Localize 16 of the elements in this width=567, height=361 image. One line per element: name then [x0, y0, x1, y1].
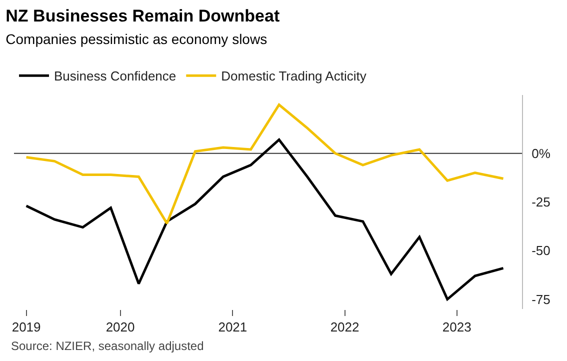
legend-label: Domestic Trading Acticity	[221, 68, 367, 84]
chart-subtitle: Companies pessimistic as economy slows	[6, 30, 268, 47]
line-series	[25, 103, 505, 225]
chart-title: NZ Businesses Remain Downbeat	[6, 6, 280, 26]
y-tick-label: 0%	[532, 146, 551, 161]
y-tick-label: -50	[532, 243, 550, 258]
y-tick-label: -25	[532, 194, 550, 210]
x-tick-label: 2020	[106, 320, 135, 335]
y-tick-label: -75	[532, 292, 550, 307]
legend-label: Business Confidence	[54, 68, 176, 84]
line-series	[25, 138, 505, 301]
source-note: Source: NZIER, seasonally adjusted	[11, 339, 204, 353]
x-tick-label: 2021	[218, 320, 248, 335]
x-tick-label: 2019	[12, 320, 41, 335]
x-tick-label: 2022	[330, 320, 360, 335]
x-tick-label: 2023	[442, 320, 472, 335]
